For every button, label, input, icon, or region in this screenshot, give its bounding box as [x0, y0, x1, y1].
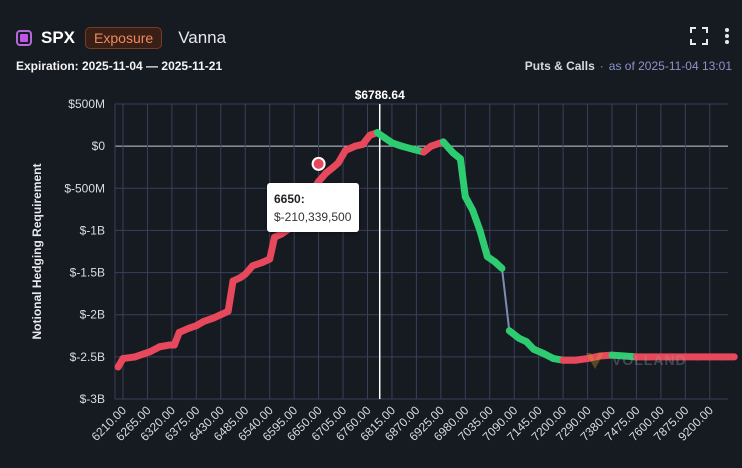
y-tick-label: $-1B	[80, 223, 105, 237]
more-vertical-icon[interactable]	[724, 27, 730, 45]
ticker-square-icon[interactable]	[16, 30, 32, 46]
top-actions	[690, 27, 730, 45]
series-segment[interactable]	[266, 233, 279, 263]
y-tick-label: $-500M	[64, 181, 105, 195]
metric-name[interactable]: Vanna	[178, 28, 227, 47]
puts-calls-label[interactable]: Puts & Calls	[524, 59, 595, 73]
series-segment[interactable]	[456, 155, 469, 201]
highlighted-point[interactable]	[311, 156, 326, 171]
data-tooltip: 6650: $-210,339,500	[267, 183, 360, 232]
series-segment[interactable]	[491, 258, 506, 272]
watermark-text: VOLLAND	[612, 352, 687, 368]
vanna-series-line	[117, 131, 735, 368]
volland-watermark: VOLLAND	[584, 349, 687, 371]
y-tick-label: $-3B	[80, 392, 105, 406]
tooltip-strike: 6650:	[274, 192, 305, 206]
y-tick-label: $500M	[68, 97, 105, 111]
y-tick-label: $-2.5B	[70, 350, 105, 364]
series-segment[interactable]	[476, 226, 491, 261]
series-segment[interactable]	[224, 277, 237, 315]
volland-logo-icon	[586, 353, 604, 369]
y-axis-title: Notional Hedging Requirement	[30, 163, 44, 339]
spot-price-label: $6786.64	[355, 88, 405, 102]
exposure-badge[interactable]: Exposure	[85, 27, 163, 49]
ticker-symbol[interactable]: SPX	[41, 28, 76, 47]
expiration-range[interactable]: Expiration: 2025-11-04 — 2025-11-21	[16, 59, 223, 73]
fullscreen-icon[interactable]	[690, 27, 708, 45]
as-of-timestamp: as of 2025-11-04 13:01	[608, 59, 732, 73]
tooltip-value: $-210,339,500	[274, 210, 352, 224]
data-info: Puts & Calls · as of 2025-11-04 13:01	[524, 59, 732, 73]
y-tick-label: $-1.5B	[70, 266, 105, 280]
y-tick-label: $-2B	[80, 308, 105, 322]
y-tick-label: $0	[92, 139, 106, 153]
chart-header: SPX Exposure Vanna	[16, 26, 226, 50]
series-segment[interactable]	[469, 206, 484, 234]
